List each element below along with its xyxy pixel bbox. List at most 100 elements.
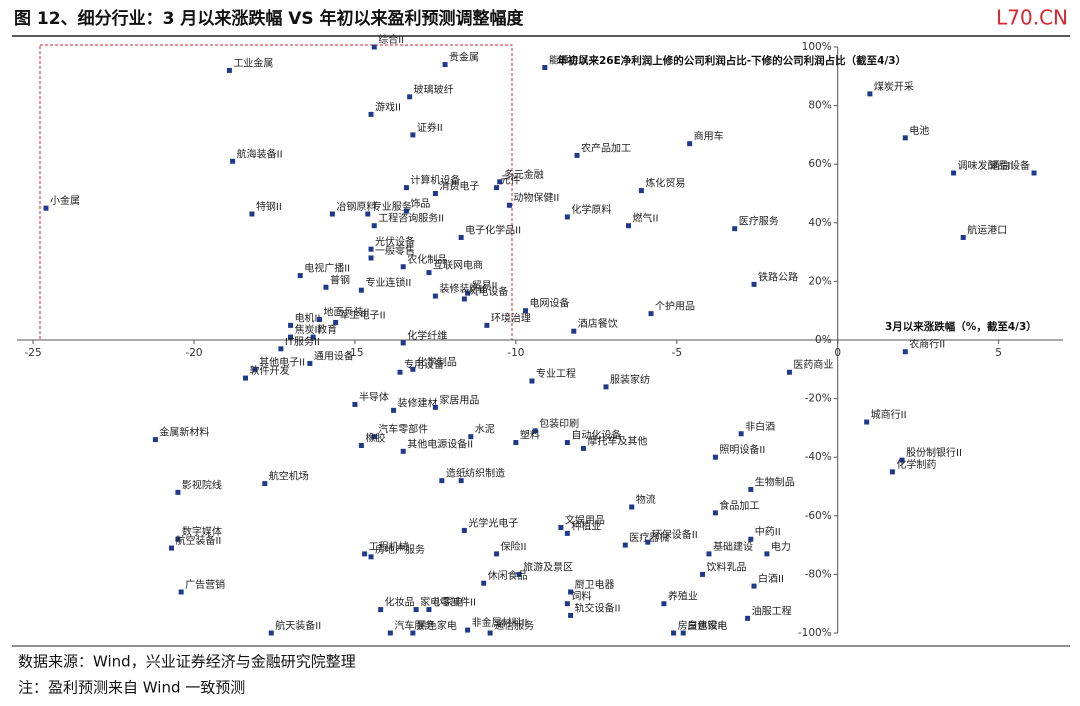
point	[371, 44, 377, 50]
y-tick-label: 20%	[808, 275, 831, 287]
point-label: 物流	[636, 493, 656, 506]
footnote: 注：盈利预测来自 Wind 一致预测	[18, 679, 245, 697]
point	[268, 630, 274, 636]
point	[368, 111, 374, 117]
point	[317, 316, 323, 322]
point	[407, 94, 413, 100]
point-label: 医药商业	[793, 358, 833, 371]
point-label: 通信设备	[990, 159, 1030, 172]
x-tick-label: -25	[25, 347, 42, 359]
point	[532, 428, 538, 434]
point-label: 工程咨询服务II	[378, 212, 444, 225]
point	[310, 334, 316, 340]
point-label: 普钢	[330, 273, 350, 286]
point	[461, 296, 467, 302]
point-label: 广告营销	[185, 578, 225, 591]
point	[738, 431, 744, 437]
point	[458, 234, 464, 240]
point	[387, 630, 393, 636]
point-label: 饲料	[571, 590, 591, 603]
x-tick-label: -10	[507, 347, 524, 359]
point	[638, 188, 644, 194]
x-tick-label: 0	[834, 347, 841, 359]
y-axis-label: 年初以来26E净利润上修的公司利润占比-下修的公司利润占比（截至4/3）	[557, 54, 906, 67]
point	[568, 589, 574, 595]
point-label: 焦炭II	[295, 323, 321, 336]
point	[748, 536, 754, 542]
point	[568, 612, 574, 618]
point-label: 酒店餐饮	[578, 317, 618, 330]
point-label: 股份制银行II	[906, 446, 962, 459]
point-label: 专用设备	[404, 358, 444, 371]
point-label: 化学制药	[896, 458, 936, 471]
point-label: 商用车	[694, 130, 724, 143]
point-label: 通信服务	[494, 619, 534, 632]
point	[458, 478, 464, 484]
point	[43, 205, 49, 211]
point-label: 种植业	[571, 519, 601, 532]
point	[461, 527, 467, 533]
point-label: 小家电	[433, 596, 463, 609]
point-label: 服装家纺	[610, 373, 650, 386]
point-label: 航海装备II	[237, 147, 283, 160]
point-label: 摩托车及其他	[587, 434, 647, 447]
point-label: 燃气II	[633, 212, 659, 225]
x-tick-label: -15	[346, 347, 363, 359]
point	[951, 170, 957, 176]
point-label: 养殖业	[668, 590, 698, 603]
point-label: 数字媒体	[182, 525, 222, 538]
point-label: 装修装饰II	[439, 282, 485, 295]
point-label: 专业服务	[372, 200, 412, 213]
point	[400, 340, 406, 346]
point	[626, 223, 632, 229]
point	[748, 486, 754, 492]
point-label: 一般零售	[375, 244, 415, 257]
point	[262, 481, 268, 487]
point-label: 教育	[317, 323, 337, 336]
point	[442, 62, 448, 68]
point	[680, 630, 686, 636]
point	[175, 489, 181, 495]
point	[484, 322, 490, 328]
point-label: 化妆品	[385, 596, 415, 609]
point	[574, 152, 580, 158]
point	[487, 630, 493, 636]
point-label: 家居用品	[439, 393, 479, 406]
point	[571, 328, 577, 334]
point	[226, 67, 232, 73]
point-label: 城商行II	[871, 408, 907, 421]
point	[358, 287, 364, 293]
point	[516, 571, 522, 577]
point	[352, 401, 358, 407]
point	[687, 141, 693, 147]
point	[413, 607, 419, 613]
point-label: 白色家电	[687, 619, 727, 632]
y-tick-label: -20%	[805, 393, 832, 405]
point-label: 黑色家电	[417, 619, 457, 632]
point	[168, 545, 174, 551]
point	[564, 214, 570, 220]
point	[745, 615, 751, 621]
point	[432, 191, 438, 196]
point-label: 环保设备II	[652, 528, 698, 541]
point-label: 基础建设	[713, 540, 753, 553]
point-label: 影视院线	[182, 478, 222, 491]
point	[426, 270, 432, 276]
point-label: 电机II	[295, 311, 321, 324]
point-label: 化学原料	[571, 203, 611, 216]
point-label: 汽车服务	[394, 619, 434, 632]
point-label: 家电零部件II	[420, 596, 476, 609]
point	[410, 132, 416, 138]
point-label: 白酒II	[758, 572, 784, 585]
point	[889, 469, 895, 475]
point-label: 房屋建设II	[678, 619, 724, 632]
point-label: 医疗器械	[629, 531, 669, 544]
point	[1031, 170, 1037, 176]
point-label: 环境治理	[491, 311, 531, 324]
point-label: 食品加工	[719, 499, 759, 512]
point-label: IT服务II	[285, 335, 320, 348]
y-tick-label: 0%	[815, 334, 832, 346]
point-label: 通用设备	[314, 349, 354, 362]
y-tick-label: 80%	[808, 100, 831, 112]
point	[426, 607, 432, 613]
